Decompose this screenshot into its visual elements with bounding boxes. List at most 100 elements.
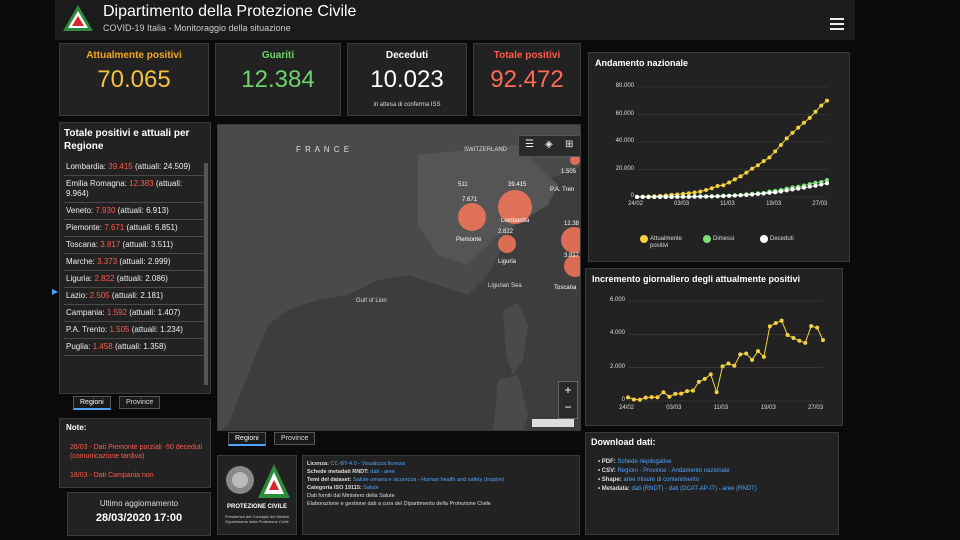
- data-point[interactable]: [738, 193, 743, 198]
- data-point[interactable]: [691, 388, 695, 393]
- legend-marker[interactable]: [703, 235, 711, 243]
- data-point[interactable]: [661, 390, 666, 395]
- data-point[interactable]: [721, 194, 726, 199]
- region-item[interactable]: Lombardia: 39.415 (attuali: 24.509): [64, 159, 204, 176]
- download-link[interactable]: Schede riepilogative: [617, 459, 672, 465]
- data-point[interactable]: [692, 190, 697, 195]
- data-point[interactable]: [727, 193, 732, 198]
- data-point[interactable]: [801, 120, 806, 125]
- map-bubble-emilia[interactable]: [561, 227, 580, 253]
- data-point[interactable]: [809, 324, 814, 329]
- license-value[interactable]: dati - aree: [370, 469, 396, 475]
- data-point[interactable]: [709, 186, 714, 191]
- regions-list[interactable]: Lombardia: 39.415 (attuali: 24.509) Emili…: [64, 159, 204, 356]
- data-point[interactable]: [692, 194, 697, 199]
- zoom-out-button[interactable]: −: [564, 400, 572, 414]
- data-point[interactable]: [673, 391, 678, 396]
- map-tab-province[interactable]: Province: [274, 432, 316, 445]
- data-point[interactable]: [679, 391, 684, 396]
- region-item[interactable]: Liguria: 2.822 (attuali: 2.086): [64, 271, 204, 288]
- data-point[interactable]: [720, 364, 725, 369]
- data-point[interactable]: [715, 194, 720, 199]
- data-point[interactable]: [796, 186, 801, 191]
- data-point[interactable]: [655, 395, 660, 400]
- data-point[interactable]: [761, 354, 766, 359]
- region-item[interactable]: P.A. Trento: 1.505 (attuali: 1.234): [64, 322, 204, 339]
- data-point[interactable]: [779, 318, 784, 323]
- data-point[interactable]: [726, 361, 731, 366]
- data-point[interactable]: [803, 340, 808, 345]
- map-bubble-toscana[interactable]: [564, 255, 580, 277]
- region-item[interactable]: Piemonte: 7.671 (attuali: 6.851): [64, 220, 204, 237]
- data-point[interactable]: [658, 194, 663, 199]
- data-point[interactable]: [750, 357, 755, 362]
- map-bubble-piemonte[interactable]: [458, 203, 486, 231]
- data-point[interactable]: [681, 191, 686, 196]
- data-point[interactable]: [631, 397, 636, 402]
- data-point[interactable]: [825, 177, 829, 182]
- data-point[interactable]: [721, 183, 726, 188]
- region-item[interactable]: Marche: 3.373 (attuali: 2.999): [64, 254, 204, 271]
- data-point[interactable]: [646, 194, 651, 199]
- data-point[interactable]: [732, 177, 737, 182]
- expand-sidebar-icon[interactable]: ▶: [52, 287, 59, 296]
- region-item[interactable]: Campania: 1.592 (attuali: 1.407): [64, 305, 204, 322]
- region-item[interactable]: Puglia: 1.458 (attuali: 1.358): [64, 339, 204, 356]
- list-icon[interactable]: ☰: [525, 139, 534, 150]
- data-point[interactable]: [813, 183, 818, 188]
- data-point[interactable]: [750, 166, 755, 171]
- data-point[interactable]: [761, 159, 766, 164]
- data-point[interactable]: [715, 184, 720, 189]
- license-value[interactable]: Salute: [363, 485, 379, 491]
- data-point[interactable]: [640, 194, 645, 199]
- legend-marker[interactable]: [760, 235, 768, 243]
- data-point[interactable]: [643, 395, 648, 400]
- data-point[interactable]: [732, 363, 737, 368]
- data-point[interactable]: [738, 174, 743, 179]
- data-point[interactable]: [813, 180, 818, 185]
- data-point[interactable]: [669, 194, 674, 199]
- data-point[interactable]: [773, 149, 778, 154]
- data-point[interactable]: [709, 194, 714, 199]
- data-point[interactable]: [755, 192, 760, 197]
- tab-regioni[interactable]: Regioni: [73, 396, 111, 410]
- data-point[interactable]: [704, 188, 709, 193]
- data-point[interactable]: [685, 389, 690, 394]
- download-link[interactable]: aree misure di contenimento: [623, 477, 700, 483]
- data-point[interactable]: [807, 184, 812, 189]
- map-bubble-lombardia[interactable]: [498, 190, 532, 224]
- data-point[interactable]: [797, 338, 802, 343]
- grid-icon[interactable]: ⊞: [565, 139, 574, 150]
- data-point[interactable]: [785, 333, 790, 338]
- data-point[interactable]: [773, 190, 778, 195]
- data-point[interactable]: [750, 192, 755, 197]
- map-bubble-liguria[interactable]: [498, 235, 516, 253]
- map-panel[interactable]: F R A N C E SWITZERLAND Gulf of Lion Lig…: [217, 124, 581, 431]
- data-point[interactable]: [767, 324, 772, 329]
- region-item[interactable]: Emilia Romagna: 12.383 (attuali: 9.964): [64, 176, 204, 203]
- data-point[interactable]: [825, 98, 829, 103]
- data-point[interactable]: [744, 351, 749, 356]
- data-point[interactable]: [801, 185, 806, 190]
- data-point[interactable]: [698, 189, 703, 194]
- data-point[interactable]: [649, 395, 654, 400]
- data-point[interactable]: [796, 125, 801, 130]
- data-point[interactable]: [819, 103, 824, 108]
- data-point[interactable]: [708, 372, 713, 377]
- license-value[interactable]: CC-BY-4.0 - Visualizza licenza: [330, 461, 405, 467]
- regions-panel[interactable]: Totale positivi e attuali per Regione Lo…: [59, 122, 211, 394]
- data-point[interactable]: [813, 109, 818, 114]
- data-point[interactable]: [732, 193, 737, 198]
- data-point[interactable]: [686, 191, 691, 196]
- data-point[interactable]: [738, 352, 743, 357]
- data-point[interactable]: [767, 155, 772, 160]
- data-point[interactable]: [761, 191, 766, 196]
- data-point[interactable]: [667, 394, 672, 399]
- data-point[interactable]: [744, 170, 749, 175]
- data-point[interactable]: [755, 163, 760, 168]
- data-point[interactable]: [704, 194, 709, 199]
- data-point[interactable]: [744, 193, 749, 198]
- data-point[interactable]: [825, 181, 829, 186]
- data-point[interactable]: [807, 115, 812, 120]
- regions-scrollbar[interactable]: [204, 163, 208, 385]
